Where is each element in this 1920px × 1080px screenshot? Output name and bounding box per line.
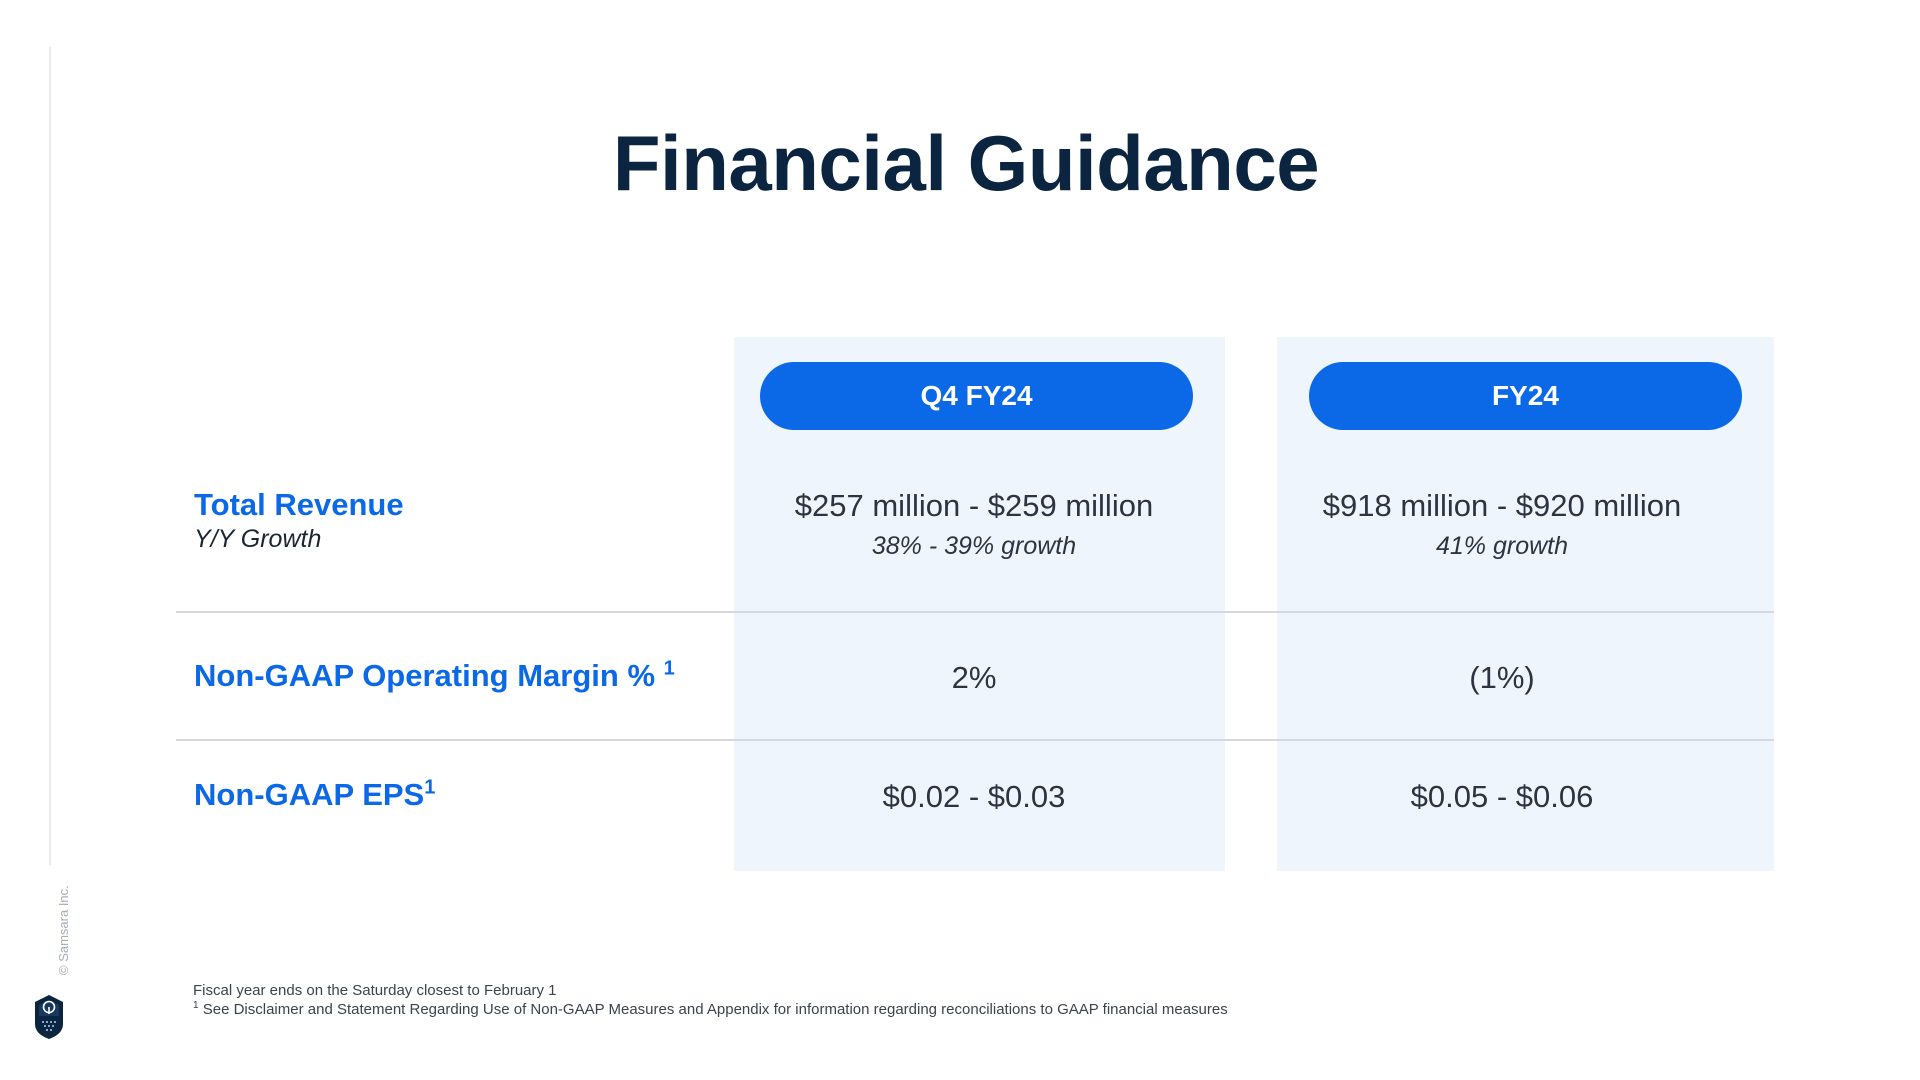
footnote-ref: 1	[663, 657, 675, 680]
q4-operating-margin-value: 2%	[951, 660, 997, 695]
yy-growth-label: Y/Y Growth	[194, 525, 322, 553]
row-divider	[176, 611, 1774, 613]
copyright-text: © Samsara Inc.	[56, 885, 71, 975]
left-rule	[49, 47, 51, 865]
q4-revenue-value: $257 million - $259 million	[794, 488, 1154, 523]
eps-label: Non-GAAP EPS1	[194, 776, 436, 812]
page-title: Financial Guidance	[612, 119, 1320, 207]
q4-fy24-header: Q4 FY24	[760, 362, 1193, 430]
row-divider	[176, 739, 1774, 741]
fy-revenue-growth: 41% growth	[1435, 532, 1569, 560]
samsara-logo-icon	[35, 995, 63, 1039]
footnotes: Fiscal year ends on the Saturday closest…	[193, 981, 1228, 1019]
fy-eps-value: $0.05 - $0.06	[1410, 779, 1594, 814]
fy24-header: FY24	[1309, 362, 1742, 430]
q4-eps-value: $0.02 - $0.03	[882, 779, 1066, 814]
fy-operating-margin-value: (1%)	[1469, 660, 1535, 695]
footnote-non-gaap: 1 See Disclaimer and Statement Regarding…	[193, 1000, 1228, 1019]
footnote-fiscal-year: Fiscal year ends on the Saturday closest…	[193, 982, 557, 999]
operating-margin-label: Non-GAAP Operating Margin % 1	[194, 657, 675, 693]
total-revenue-label: Total Revenue	[194, 487, 404, 522]
q4-revenue-growth: 38% - 39% growth	[871, 532, 1077, 560]
fy-revenue-value: $918 million - $920 million	[1322, 488, 1682, 523]
footnote-ref: 1	[424, 776, 436, 799]
